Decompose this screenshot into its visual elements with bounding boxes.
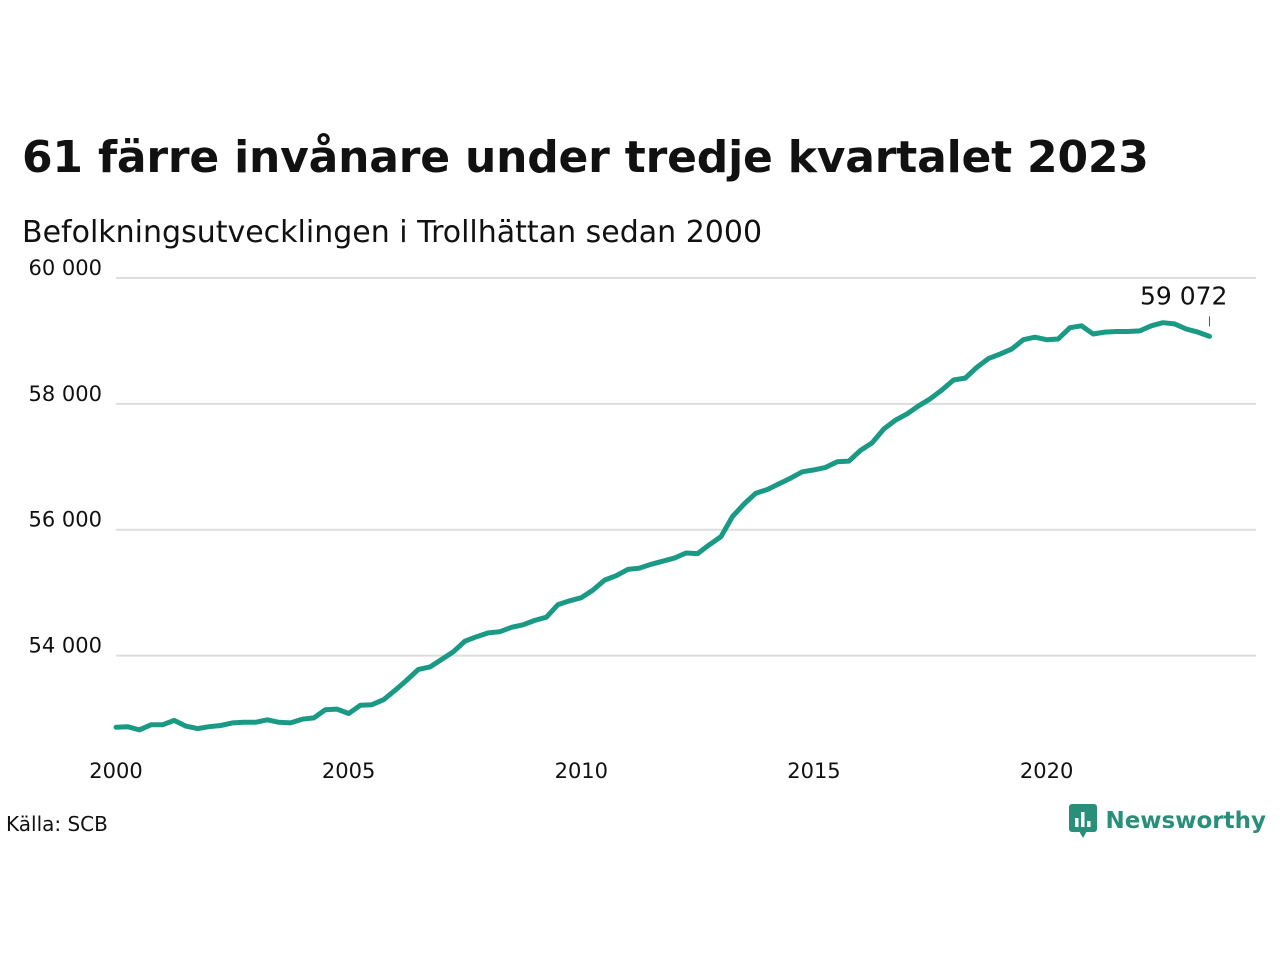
newsworthy-logo-icon (1069, 804, 1098, 838)
y-tick-label: 56 000 (29, 508, 102, 532)
x-tick-label: 2000 (89, 759, 142, 783)
x-axis-tick-labels: 2000 2005 2010 2015 2020 (89, 759, 1073, 783)
newsworthy-logo: Newsworthy (1069, 804, 1266, 838)
y-axis-tick-labels: 54 000 56 000 58 000 60 000 (29, 256, 102, 658)
annotation-label: 59 072 (1140, 281, 1227, 310)
y-tick-label: 58 000 (29, 382, 102, 406)
series-layer (113, 320, 1212, 733)
annotation-layer: 59 072 (1140, 281, 1227, 327)
gridlines (116, 277, 1256, 657)
newsworthy-logo-text: Newsworthy (1105, 808, 1266, 834)
y-tick-label: 60 000 (29, 256, 102, 280)
x-tick-label: 2010 (555, 759, 608, 783)
series-line (113, 320, 1212, 733)
y-tick-label: 54 000 (29, 634, 102, 658)
chart-subtitle: Befolkningsutvecklingen i Trollhättan se… (22, 215, 763, 250)
source-note: Källa: SCB (6, 812, 108, 836)
x-tick-label: 2020 (1020, 759, 1073, 783)
x-tick-label: 2015 (787, 759, 840, 783)
x-tick-label: 2005 (322, 759, 375, 783)
chart-title: 61 färre invånare under tredje kvartalet… (22, 132, 1149, 183)
